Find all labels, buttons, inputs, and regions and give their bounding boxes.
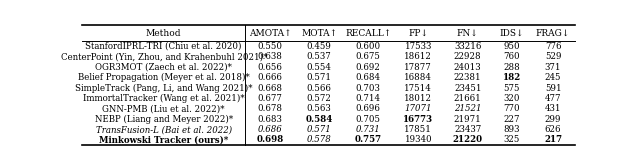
Text: 22928: 22928	[454, 52, 481, 61]
Text: 0.684: 0.684	[356, 73, 381, 82]
Text: 0.656: 0.656	[258, 63, 283, 72]
Text: FRAG↓: FRAG↓	[536, 29, 570, 38]
Text: RECALL↑: RECALL↑	[345, 29, 391, 38]
Text: 0.563: 0.563	[307, 104, 332, 113]
Text: 33216: 33216	[454, 42, 481, 51]
Text: 760: 760	[504, 52, 520, 61]
Text: 0.705: 0.705	[356, 115, 381, 124]
Text: 591: 591	[545, 83, 561, 92]
Text: 0.692: 0.692	[356, 63, 381, 72]
Text: 626: 626	[545, 125, 561, 134]
Text: 23437: 23437	[454, 125, 481, 134]
Text: TransFusion-L (Bai et al. 2022): TransFusion-L (Bai et al. 2022)	[95, 125, 232, 134]
Text: 22381: 22381	[454, 73, 481, 82]
Text: 575: 575	[504, 83, 520, 92]
Text: 325: 325	[504, 135, 520, 144]
Text: 0.675: 0.675	[356, 52, 381, 61]
Text: 18012: 18012	[404, 94, 432, 103]
Text: IDS↓: IDS↓	[500, 29, 524, 38]
Text: 776: 776	[545, 42, 561, 51]
Text: 17851: 17851	[404, 125, 432, 134]
Text: 0.731: 0.731	[356, 125, 381, 134]
Text: Method: Method	[146, 29, 182, 38]
Text: 0.714: 0.714	[356, 94, 381, 103]
Text: 21661: 21661	[454, 94, 482, 103]
Text: 182: 182	[502, 73, 521, 82]
Text: 371: 371	[545, 63, 561, 72]
Text: 0.686: 0.686	[258, 125, 283, 134]
Text: Minkowski Tracker (ours)*: Minkowski Tracker (ours)*	[99, 135, 228, 144]
Text: 770: 770	[504, 104, 520, 113]
Text: 893: 893	[504, 125, 520, 134]
Text: 17071: 17071	[404, 104, 432, 113]
Text: 21220: 21220	[452, 135, 483, 144]
Text: 431: 431	[545, 104, 561, 113]
Text: GNN-PMB (Liu et al. 2022)*: GNN-PMB (Liu et al. 2022)*	[102, 104, 225, 113]
Text: 0.638: 0.638	[258, 52, 283, 61]
Text: 0.668: 0.668	[258, 83, 283, 92]
Text: 0.550: 0.550	[258, 42, 283, 51]
Text: 23451: 23451	[454, 83, 481, 92]
Text: 0.459: 0.459	[307, 42, 332, 51]
Text: FN↓: FN↓	[457, 29, 479, 38]
Text: 0.683: 0.683	[258, 115, 283, 124]
Text: CenterPoint (Yin, Zhou, and Krahenbuhl 2021)*: CenterPoint (Yin, Zhou, and Krahenbuhl 2…	[61, 52, 267, 61]
Text: 477: 477	[545, 94, 561, 103]
Text: 0.571: 0.571	[307, 125, 332, 134]
Text: 0.666: 0.666	[258, 73, 283, 82]
Text: 19340: 19340	[404, 135, 432, 144]
Text: 0.677: 0.677	[258, 94, 283, 103]
Text: 16773: 16773	[403, 115, 433, 124]
Text: 950: 950	[504, 42, 520, 51]
Text: 17877: 17877	[404, 63, 432, 72]
Text: 17514: 17514	[404, 83, 432, 92]
Text: 227: 227	[504, 115, 520, 124]
Text: MOTA↑: MOTA↑	[301, 29, 337, 38]
Text: FP↓: FP↓	[408, 29, 428, 38]
Text: Belief Propagation (Meyer et al. 2018)*: Belief Propagation (Meyer et al. 2018)*	[78, 73, 250, 82]
Text: 0.571: 0.571	[307, 73, 332, 82]
Text: 320: 320	[504, 94, 520, 103]
Text: 0.537: 0.537	[307, 52, 332, 61]
Text: 18612: 18612	[404, 52, 432, 61]
Text: ImmortalTracker (Wang et al. 2021)*: ImmortalTracker (Wang et al. 2021)*	[83, 94, 244, 103]
Text: 17533: 17533	[404, 42, 432, 51]
Text: 0.698: 0.698	[257, 135, 284, 144]
Text: 299: 299	[545, 115, 561, 124]
Text: 0.600: 0.600	[356, 42, 381, 51]
Text: 0.584: 0.584	[305, 115, 333, 124]
Text: 245: 245	[545, 73, 561, 82]
Text: OGR3MOT (Zaech et al. 2022)*: OGR3MOT (Zaech et al. 2022)*	[95, 63, 232, 72]
Text: 0.696: 0.696	[356, 104, 381, 113]
Text: 0.554: 0.554	[307, 63, 332, 72]
Text: 0.566: 0.566	[307, 83, 332, 92]
Text: StanfordIPRL-TRI (Chiu et al. 2020): StanfordIPRL-TRI (Chiu et al. 2020)	[86, 42, 242, 51]
Text: 0.572: 0.572	[307, 94, 332, 103]
Text: 0.703: 0.703	[356, 83, 381, 92]
Text: AMOTA↑: AMOTA↑	[249, 29, 292, 38]
Text: 16884: 16884	[404, 73, 432, 82]
Text: 0.578: 0.578	[307, 135, 332, 144]
Text: 24013: 24013	[454, 63, 481, 72]
Text: 21971: 21971	[454, 115, 482, 124]
Text: 217: 217	[544, 135, 562, 144]
Text: 288: 288	[504, 63, 520, 72]
Text: NEBP (Liang and Meyer 2022)*: NEBP (Liang and Meyer 2022)*	[95, 115, 233, 124]
Text: 529: 529	[545, 52, 561, 61]
Text: 21521: 21521	[454, 104, 481, 113]
Text: 0.678: 0.678	[258, 104, 283, 113]
Text: 0.757: 0.757	[355, 135, 382, 144]
Text: SimpleTrack (Pang, Li, and Wang 2021)*: SimpleTrack (Pang, Li, and Wang 2021)*	[75, 83, 252, 93]
